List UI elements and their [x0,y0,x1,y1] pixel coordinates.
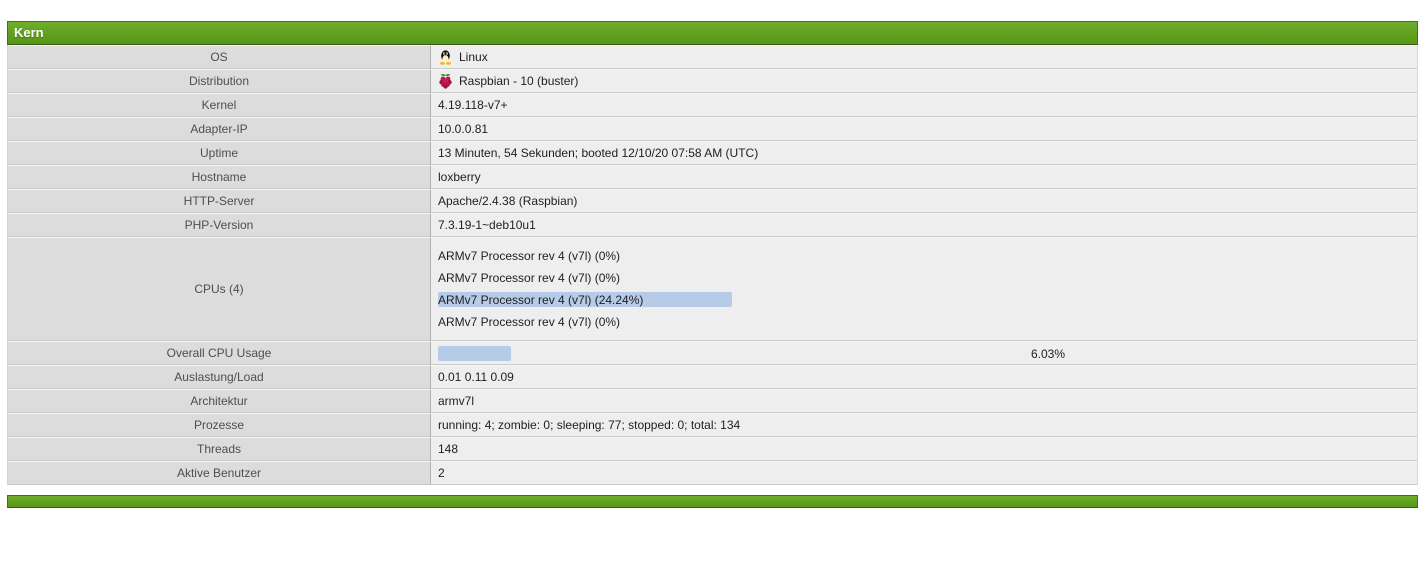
table-row-hostname: Hostname loxberry [8,165,1417,189]
table-row-kernel: Kernel 4.19.118-v7+ [8,93,1417,117]
row-value-uptime: 13 Minuten, 54 Sekunden; booted 12/10/20… [431,141,1417,165]
row-label-adapter-ip: Adapter-IP [8,117,431,141]
row-value-load: 0.01 0.11 0.09 [431,365,1417,389]
row-label-overall-cpu: Overall CPU Usage [8,341,431,365]
table-row-php-version: PHP-Version 7.3.19-1~deb10u1 [8,213,1417,237]
cpu-core-text: ARMv7 Processor rev 4 (v7l) (0%) [438,249,621,263]
table-row-distribution: Distribution [8,69,1417,93]
row-value-kernel: 4.19.118-v7+ [431,93,1417,117]
kern-section: Kern OS [7,21,1418,508]
table-row-architecture: Architektur armv7l [8,389,1417,413]
row-label-os: OS [8,45,431,69]
section-header-kern: Kern [7,21,1418,45]
os-value: Linux [459,50,488,64]
raspberry-icon [438,73,453,89]
cpu-core-text: ARMv7 Processor rev 4 (v7l) (24.24%) [438,293,644,307]
row-value-processes: running: 4; zombie: 0; sleeping: 77; sto… [431,413,1417,437]
section-title: Kern [14,25,44,40]
cpu-core-text: ARMv7 Processor rev 4 (v7l) (0%) [438,271,621,285]
row-label-cpus: CPUs (4) [8,237,431,341]
overall-cpu-usage-bar [438,345,511,361]
table-row-load: Auslastung/Load 0.01 0.11 0.09 [8,365,1417,389]
row-value-distribution: Raspbian - 10 (buster) [431,69,1417,93]
table-row-http-server: HTTP-Server Apache/2.4.38 (Raspbian) [8,189,1417,213]
row-value-architecture: armv7l [431,389,1417,413]
table-row-active-users: Aktive Benutzer 2 [8,461,1417,485]
cpu-core-row: ARMv7 Processor rev 4 (v7l) (0%) [438,311,1417,333]
row-value-hostname: loxberry [431,165,1417,189]
row-label-active-users: Aktive Benutzer [8,461,431,485]
overall-cpu-percent: 6.03% [1031,347,1066,361]
row-value-active-users: 2 [431,461,1417,485]
row-label-distribution: Distribution [8,69,431,93]
cpu-core-row: ARMv7 Processor rev 4 (v7l) (24.24%) [438,289,1417,311]
cpu-core-row: ARMv7 Processor rev 4 (v7l) (0%) [438,267,1417,289]
row-value-threads: 148 [431,437,1417,461]
next-section-header-bar [7,495,1418,508]
row-label-kernel: Kernel [8,93,431,117]
row-label-http-server: HTTP-Server [8,189,431,213]
row-value-http-server: Apache/2.4.38 (Raspbian) [431,189,1417,213]
row-label-processes: Prozesse [8,413,431,437]
row-label-php-version: PHP-Version [8,213,431,237]
linux-tux-icon [438,49,453,65]
row-label-hostname: Hostname [8,165,431,189]
table-row-adapter-ip: Adapter-IP 10.0.0.81 [8,117,1417,141]
row-value-cpus: ARMv7 Processor rev 4 (v7l) (0%) ARMv7 P… [431,237,1417,341]
row-value-adapter-ip: 10.0.0.81 [431,117,1417,141]
cpu-core-row: ARMv7 Processor rev 4 (v7l) (0%) [438,245,1417,267]
table-row-uptime: Uptime 13 Minuten, 54 Sekunden; booted 1… [8,141,1417,165]
table-row-overall-cpu: Overall CPU Usage 6.03% [8,341,1417,365]
row-value-os: Linux [431,45,1417,69]
table-row-os: OS [8,45,1417,69]
row-label-threads: Threads [8,437,431,461]
distribution-value: Raspbian - 10 (buster) [459,74,579,88]
row-value-php-version: 7.3.19-1~deb10u1 [431,213,1417,237]
table-row-processes: Prozesse running: 4; zombie: 0; sleeping… [8,413,1417,437]
system-info-table: OS [7,45,1418,485]
row-label-architecture: Architektur [8,389,431,413]
table-row-threads: Threads 148 [8,437,1417,461]
row-value-overall-cpu: 6.03% [431,341,1417,365]
cpu-core-text: ARMv7 Processor rev 4 (v7l) (0%) [438,315,621,329]
table-row-cpus: CPUs (4) ARMv7 Processor rev 4 (v7l) (0%… [8,237,1417,341]
cpu-core-usage-bar [438,292,732,307]
row-label-load: Auslastung/Load [8,365,431,389]
row-label-uptime: Uptime [8,141,431,165]
